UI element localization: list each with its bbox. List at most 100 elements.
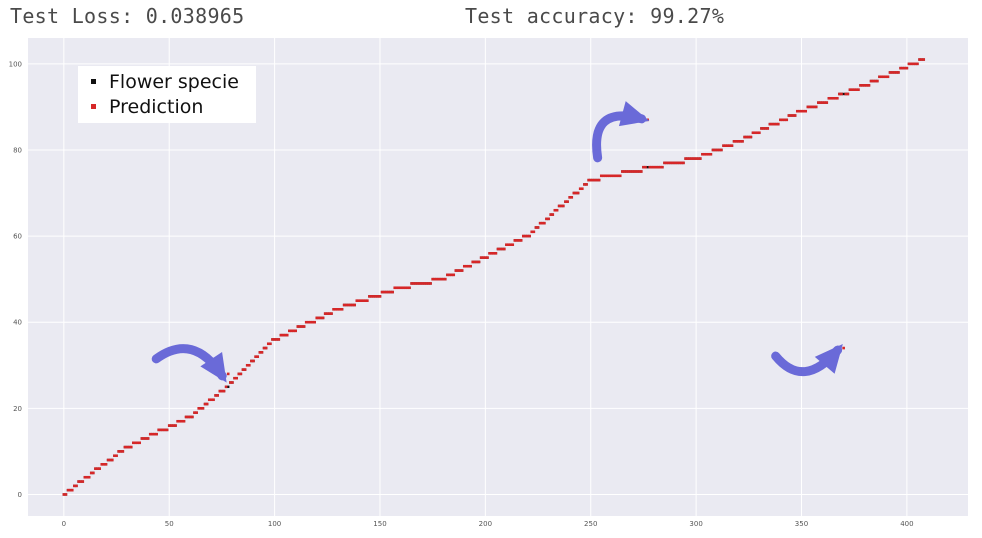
prediction-point	[692, 157, 696, 160]
prediction-point	[821, 101, 824, 104]
prediction-point	[644, 165, 647, 169]
prediction-point	[125, 445, 129, 449]
prediction-point	[201, 407, 205, 410]
prediction-point	[606, 174, 609, 178]
prediction-point	[673, 161, 677, 165]
prediction-point	[393, 286, 397, 290]
prediction-point	[353, 303, 356, 307]
y-tick-label: 40	[13, 319, 22, 327]
prediction-point	[355, 299, 359, 302]
prediction-point	[793, 114, 797, 117]
prediction-point	[111, 458, 114, 462]
prediction-point	[330, 312, 333, 315]
prediction-point	[637, 170, 641, 173]
prediction-point	[745, 135, 748, 139]
prediction-point	[117, 450, 120, 453]
prediction-point	[452, 273, 456, 277]
prediction-point	[212, 398, 215, 402]
prediction-point	[610, 174, 614, 178]
prediction-point	[317, 316, 321, 320]
prediction-point	[403, 286, 407, 290]
prediction-point	[332, 307, 335, 311]
prediction-point	[153, 432, 156, 436]
prediction-point	[734, 140, 738, 143]
prediction-point	[589, 178, 593, 182]
prediction-point	[231, 381, 234, 384]
prediction-point	[810, 105, 814, 109]
legend: Flower specie Prediction	[78, 66, 256, 123]
prediction-point	[298, 325, 302, 328]
prediction-point	[726, 144, 730, 147]
prediction-point	[73, 484, 76, 488]
prediction-point	[800, 109, 803, 113]
prediction-point	[665, 161, 668, 165]
x-tick-label: 150	[373, 520, 386, 528]
prediction-point	[222, 389, 226, 393]
prediction-point	[715, 148, 719, 152]
prediction-point	[378, 295, 382, 298]
prediction-point	[718, 148, 721, 152]
prediction-point	[163, 428, 167, 432]
prediction-point	[574, 191, 578, 195]
prediction-point	[528, 234, 531, 238]
prediction-point	[309, 320, 312, 324]
prediction-point	[172, 424, 175, 427]
legend-marker-flower-specie	[91, 79, 96, 84]
prediction-point	[450, 273, 453, 277]
prediction-point	[406, 286, 409, 290]
flower-specie-point	[227, 385, 230, 389]
prediction-point	[519, 239, 523, 242]
prediction-point	[852, 88, 856, 91]
prediction-point	[536, 226, 540, 229]
prediction-point	[271, 338, 274, 341]
prediction-point	[886, 75, 890, 79]
prediction-point	[549, 213, 552, 216]
prediction-point	[515, 239, 519, 242]
prediction-point	[882, 75, 885, 79]
prediction-point	[338, 307, 342, 311]
prediction-point	[363, 299, 367, 302]
x-tick-label: 250	[584, 520, 597, 528]
prediction-point	[302, 325, 306, 328]
prediction-point	[572, 191, 576, 195]
prediction-point	[186, 415, 190, 419]
prediction-point	[749, 135, 753, 139]
prediction-point	[621, 170, 624, 173]
prediction-point	[701, 152, 704, 156]
prediction-point	[762, 127, 765, 130]
prediction-point	[366, 299, 369, 302]
prediction-point	[387, 290, 390, 294]
prediction-point	[591, 178, 595, 182]
x-tick-label: 0	[62, 520, 66, 528]
prediction-point	[85, 475, 89, 479]
prediction-point	[635, 170, 639, 173]
prediction-point	[916, 62, 919, 66]
prediction-point	[724, 144, 727, 147]
prediction-point	[275, 338, 278, 341]
prediction-point	[399, 286, 403, 290]
prediction-point	[140, 437, 144, 440]
prediction-point	[83, 475, 87, 479]
prediction-point	[920, 58, 923, 61]
prediction-point	[612, 174, 616, 178]
prediction-point	[180, 419, 184, 423]
prediction-point	[688, 157, 692, 160]
prediction-point	[359, 299, 363, 302]
prediction-point	[654, 165, 658, 169]
prediction-point	[648, 165, 652, 169]
prediction-point	[159, 428, 163, 432]
prediction-point	[70, 488, 74, 492]
prediction-point	[732, 140, 736, 143]
prediction-point	[557, 204, 561, 208]
prediction-point	[161, 428, 165, 432]
prediction-point	[113, 454, 116, 458]
prediction-point	[349, 303, 352, 307]
legend-label-flower-specie: Flower specie	[109, 71, 239, 93]
prediction-point	[218, 389, 222, 393]
prediction-point	[458, 269, 462, 272]
prediction-point	[94, 467, 97, 470]
prediction-point	[696, 157, 700, 160]
prediction-point	[764, 127, 767, 130]
prediction-point	[178, 419, 182, 423]
prediction-point	[854, 88, 858, 91]
